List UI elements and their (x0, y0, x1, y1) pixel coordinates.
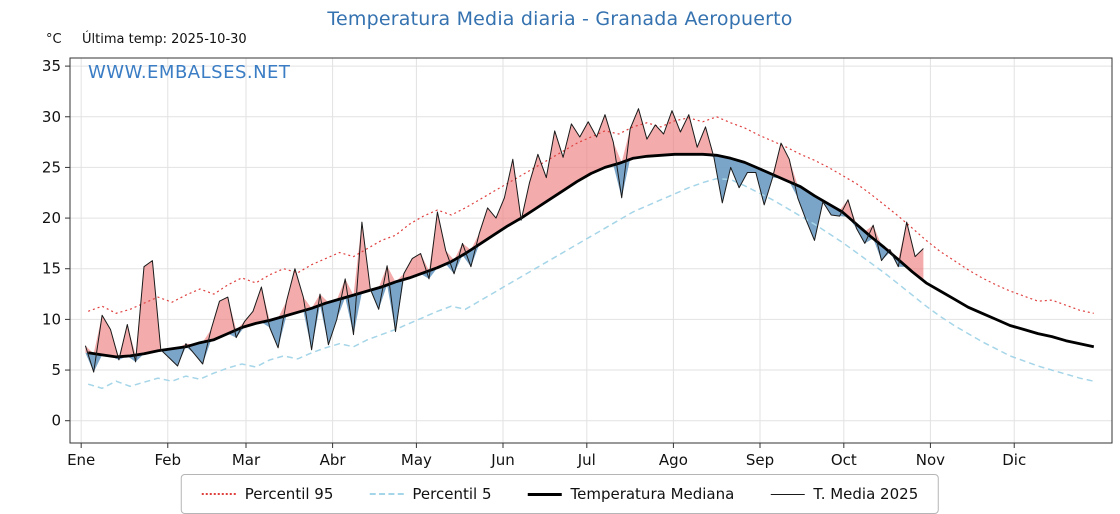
temperature-chart: 0 5 10 15 20 25 30 35 Ene Feb Mar Abr May Jun Jul Ago Se… (42, 57, 1113, 469)
y-tick-label: 10 (42, 310, 61, 328)
chart-title: Temperatura Media diaria - Granada Aerop… (327, 8, 793, 30)
percentil-95-line (87, 116, 1094, 314)
last-temp-annotation: Última temp: 2025-10-30 (82, 32, 247, 47)
y-tick-label: 35 (42, 57, 61, 75)
y-tick-label: 25 (42, 158, 61, 176)
fill-above-median (85, 108, 924, 357)
y-tick-label: 30 (42, 108, 61, 126)
legend-line-sample (527, 492, 562, 496)
y-axis-unit-label: °C (46, 32, 62, 47)
legend-label: Percentil 5 (412, 485, 492, 503)
temperatura-mediana-line (87, 152, 1095, 359)
legend-item-percentil-5: Percentil 5 (369, 485, 491, 503)
legend-label: T. Media 2025 (813, 485, 919, 503)
t-media-2025-line (84, 108, 924, 373)
y-tick-label: 15 (42, 260, 61, 278)
x-tick-label: Ago (659, 451, 688, 469)
legend-item-temperatura-mediana: Temperatura Mediana (527, 485, 734, 503)
chart-page: 0 5 10 15 20 25 30 35 Ene Feb Mar Abr May Jun Jul Ago Se… (41, 8, 1113, 514)
y-tick-label: 20 (42, 209, 61, 227)
legend-line-sample (369, 493, 404, 495)
x-tick-label: May (401, 451, 432, 469)
legend-label: Percentil 95 (244, 485, 334, 503)
chart-legend: Percentil 95 Percentil 5 Temperatura Media… (180, 474, 940, 514)
y-tick-label: 5 (51, 361, 61, 379)
legend-line-sample (201, 493, 236, 495)
x-tick-label: Oct (831, 451, 857, 469)
percentil-5-line (87, 177, 1094, 390)
x-tick-label: Feb (154, 451, 181, 469)
legend-label: Temperatura Mediana (570, 485, 735, 503)
x-tick-label: Ene (67, 451, 95, 469)
legend-item-t-media-2025: T. Media 2025 (770, 485, 918, 503)
y-tick-label: 0 (51, 412, 61, 430)
x-tick-label: Jul (577, 451, 596, 469)
x-tick-label: Sep (746, 451, 774, 469)
x-tick-label: Abr (320, 451, 347, 469)
legend-line-sample (770, 493, 805, 495)
x-tick-label: Mar (232, 451, 261, 469)
legend-item-percentil-95: Percentil 95 (201, 485, 334, 503)
x-tick-label: Nov (916, 451, 945, 469)
x-tick-label: Jun (490, 451, 514, 469)
plot-border (69, 57, 1113, 444)
watermark-text: WWW.EMBALSES.NET (88, 62, 291, 83)
x-tick-label: Dic (1002, 451, 1026, 469)
